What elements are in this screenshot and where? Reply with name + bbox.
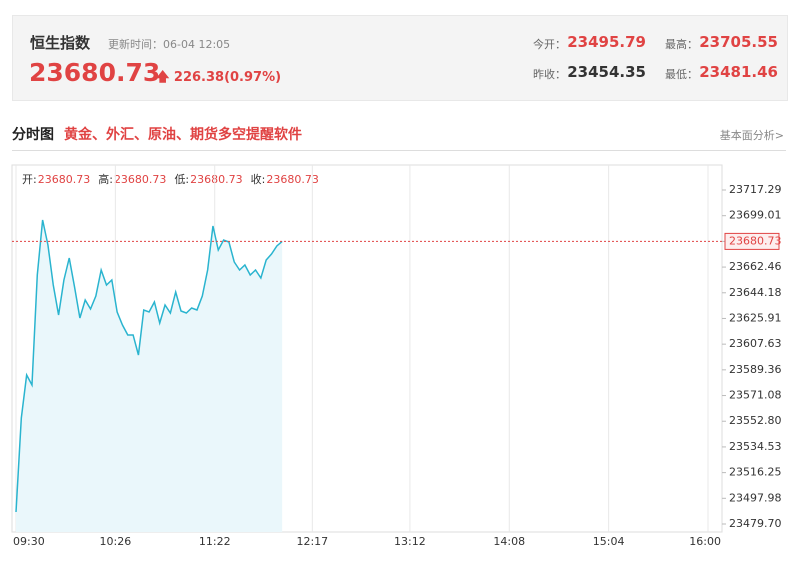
x-tick-label: 09:30 [13, 535, 45, 548]
x-tick-label: 11:22 [199, 535, 231, 548]
info-value: 23680.73 [38, 173, 91, 186]
plot-frame [11, 164, 723, 533]
info-label: 收: [251, 172, 266, 186]
x-tick-label: 16:00 [689, 535, 721, 548]
y-tick-label: 23607.63 [729, 337, 782, 350]
info-label: 高: [98, 172, 113, 186]
x-tick-label: 13:12 [394, 535, 426, 548]
stat-value: 23495.79 [567, 33, 646, 51]
y-tick-label: 23571.08 [729, 389, 782, 402]
info-value: 23680.73 [266, 173, 319, 186]
index-name: 恒生指数 [30, 34, 91, 52]
line [15, 219, 283, 513]
y-tick-label: 23662.46 [729, 260, 782, 273]
info-value: 23680.73 [114, 173, 167, 186]
y-tick-label: 23680.73 [729, 234, 782, 247]
y-tick-label: 23589.36 [729, 363, 782, 376]
stat-label: 昨收： [533, 68, 566, 81]
stat-label: 最低： [665, 68, 698, 81]
quote-header [12, 15, 788, 101]
stat-value: 23705.55 [699, 33, 778, 51]
x-tick-label: 10:26 [100, 535, 132, 548]
change: 🡅 226.38(0.97%) [156, 68, 281, 90]
update-label: 更新时间： [108, 38, 163, 51]
y-tick-label: 23644.18 [729, 286, 782, 299]
x-tick-label: 15:04 [593, 535, 625, 548]
price: 23680.73 [29, 58, 161, 87]
y-tick-label: 23479.70 [729, 517, 782, 530]
stat-label: 今开： [533, 38, 566, 51]
x-tick-label: 12:17 [296, 535, 328, 548]
info-label: 低: [174, 173, 189, 186]
up-arrow: 🡅 [156, 70, 170, 85]
y-tick-label: 23717.29 [729, 183, 782, 196]
y-tick-label: 23534.53 [729, 440, 782, 453]
y-tick-label: 23497.98 [729, 491, 782, 504]
x-tick-label: 14:08 [493, 535, 525, 548]
stat-label: 最高： [665, 38, 698, 51]
stat-value: 23481.46 [699, 63, 778, 81]
fundamental-link[interactable]: 基本面分析> [719, 129, 784, 142]
info-value: 23680.73 [190, 173, 243, 186]
promo-link[interactable]: 黄金、外汇、原油、期货多空提醒软件 [64, 127, 302, 143]
update-value: 06-04 12:05 [163, 38, 231, 51]
y-tick-label: 23699.01 [729, 209, 782, 222]
y-tick-label: 23552.80 [729, 414, 782, 427]
stat-value: 23454.35 [567, 63, 646, 81]
section-title: 分时图 [12, 127, 54, 143]
area [16, 220, 283, 532]
change-value: 226.38(0.97%) [173, 70, 282, 85]
y-tick-label: 23516.25 [729, 466, 782, 479]
info-bar: 开: 23680.73 高: 23680.73 低: 23680.73 收: 23680.73 [22, 172, 319, 186]
update-time: 更新时间：06-04 12:05 [108, 36, 230, 52]
info-label: 开: [22, 173, 37, 186]
price-tag [724, 232, 780, 250]
y-tick-label: 23625.91 [729, 311, 782, 324]
divider [12, 150, 786, 151]
